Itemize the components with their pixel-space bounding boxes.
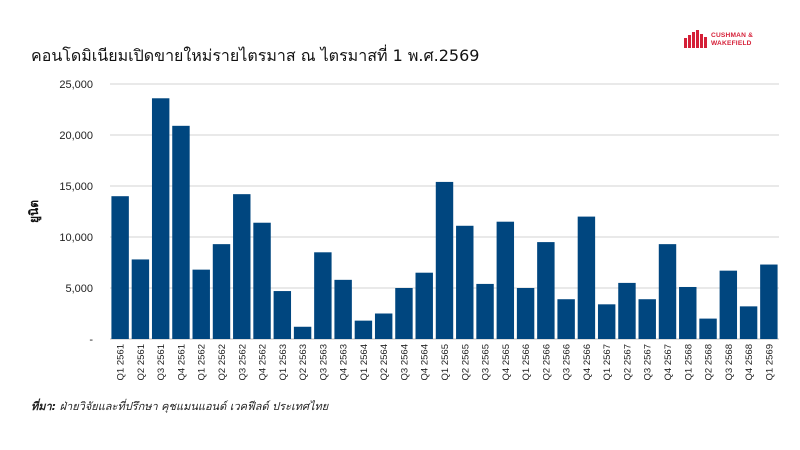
bar [739, 306, 758, 339]
x-tick-label: Q1 2567 [602, 344, 613, 380]
cushman-wakefield-logo: CUSHMAN & WAKEFIELD [684, 30, 770, 50]
logo-text-line2: WAKEFIELD [711, 40, 752, 47]
x-tick-label: Q4 2567 [663, 344, 674, 380]
bar [354, 320, 373, 339]
bar [374, 313, 393, 339]
y-tick-label: 5,000 [65, 283, 93, 295]
bar [233, 194, 251, 339]
x-tick-label: Q1 2566 [521, 344, 532, 380]
x-tick-label: Q3 2567 [643, 344, 654, 380]
y-tick-label: 20,000 [59, 130, 93, 142]
bar [476, 283, 494, 339]
bar [334, 279, 352, 339]
bar [111, 196, 129, 339]
x-tick-label: Q1 2568 [683, 344, 694, 380]
x-tick-label: Q3 2561 [156, 344, 167, 380]
bar [192, 269, 210, 339]
x-tick-label: Q1 2569 [764, 344, 775, 380]
bar [151, 98, 170, 339]
x-tick-label: Q2 2568 [704, 344, 715, 380]
bar [314, 252, 332, 339]
y-axis-ticks: - 5,000 10,000 15,000 20,000 25,000 [59, 79, 93, 346]
y-tick-label: - [89, 334, 93, 346]
bar [253, 222, 271, 339]
bar [496, 221, 515, 339]
bar [516, 288, 535, 339]
bar [638, 299, 656, 339]
bar [456, 225, 474, 339]
bar [212, 244, 231, 339]
bars [111, 98, 778, 339]
x-tick-label: Q2 2564 [379, 344, 390, 380]
bar [131, 259, 150, 339]
x-tick-label: Q3 2568 [724, 344, 735, 380]
bar [537, 242, 555, 339]
bar [618, 282, 636, 339]
x-tick-label: Q1 2561 [116, 344, 127, 380]
x-tick-label: Q4 2566 [582, 344, 593, 380]
bar [658, 244, 677, 339]
bar [719, 270, 738, 339]
bar [395, 288, 413, 339]
x-tick-label: Q4 2563 [339, 344, 350, 380]
bar [435, 181, 454, 339]
y-axis-label: ยูนิต [27, 200, 42, 223]
x-tick-label: Q1 2562 [197, 344, 208, 380]
x-tick-label: Q2 2566 [541, 344, 552, 380]
x-tick-label: Q2 2563 [298, 344, 309, 380]
x-tick-label: Q4 2565 [501, 344, 512, 380]
y-tick-label: 15,000 [59, 181, 93, 193]
bar [760, 264, 778, 339]
x-axis-ticks: Q1 2561 Q2 2561 Q3 2561 Q4 2561 Q1 2562 Q2 25… [116, 344, 776, 380]
bar [415, 272, 433, 339]
x-tick-label: Q2 2565 [460, 344, 471, 380]
x-tick-label: Q3 2564 [399, 344, 410, 380]
x-tick-label: Q4 2564 [420, 344, 431, 380]
x-tick-label: Q4 2561 [176, 344, 187, 380]
x-tick-label: Q2 2562 [217, 344, 228, 380]
logo-text-line1: CUSHMAN & [711, 32, 754, 39]
bar [172, 125, 190, 339]
x-tick-label: Q3 2565 [481, 344, 492, 380]
bar [557, 299, 575, 339]
bar [679, 286, 697, 339]
x-tick-label: Q3 2563 [318, 344, 329, 380]
y-tick-label: 25,000 [59, 79, 93, 91]
bar [577, 216, 596, 339]
source-note: ที่มา: ฝ่ายวิจัยและที่ปรึกษา คุชแมนแอนด์… [31, 397, 328, 415]
x-tick-label: Q1 2565 [440, 344, 451, 380]
x-tick-label: Q2 2567 [622, 344, 633, 380]
source-text: ฝ่ายวิจัยและที่ปรึกษา คุชแมนแอนด์ เวคฟีล… [56, 400, 329, 413]
logo-mark-icon [684, 30, 707, 48]
bar [597, 304, 616, 339]
x-tick-label: Q1 2564 [359, 344, 370, 380]
x-tick-label: Q3 2566 [562, 344, 573, 380]
chart-title: คอนโดมิเนียมเปิดขายใหม่รายไตรมาส ณ ไตรมา… [31, 46, 480, 65]
bar [273, 291, 292, 339]
bar [699, 318, 717, 339]
x-tick-label: Q3 2562 [237, 344, 248, 380]
x-tick-label: Q4 2562 [258, 344, 269, 380]
x-tick-label: Q4 2568 [744, 344, 755, 380]
source-label: ที่มา: [31, 400, 57, 413]
x-tick-label: Q2 2561 [136, 344, 147, 380]
x-tick-label: Q1 2563 [278, 344, 289, 380]
bar [293, 326, 312, 339]
y-tick-label: 10,000 [59, 232, 93, 244]
